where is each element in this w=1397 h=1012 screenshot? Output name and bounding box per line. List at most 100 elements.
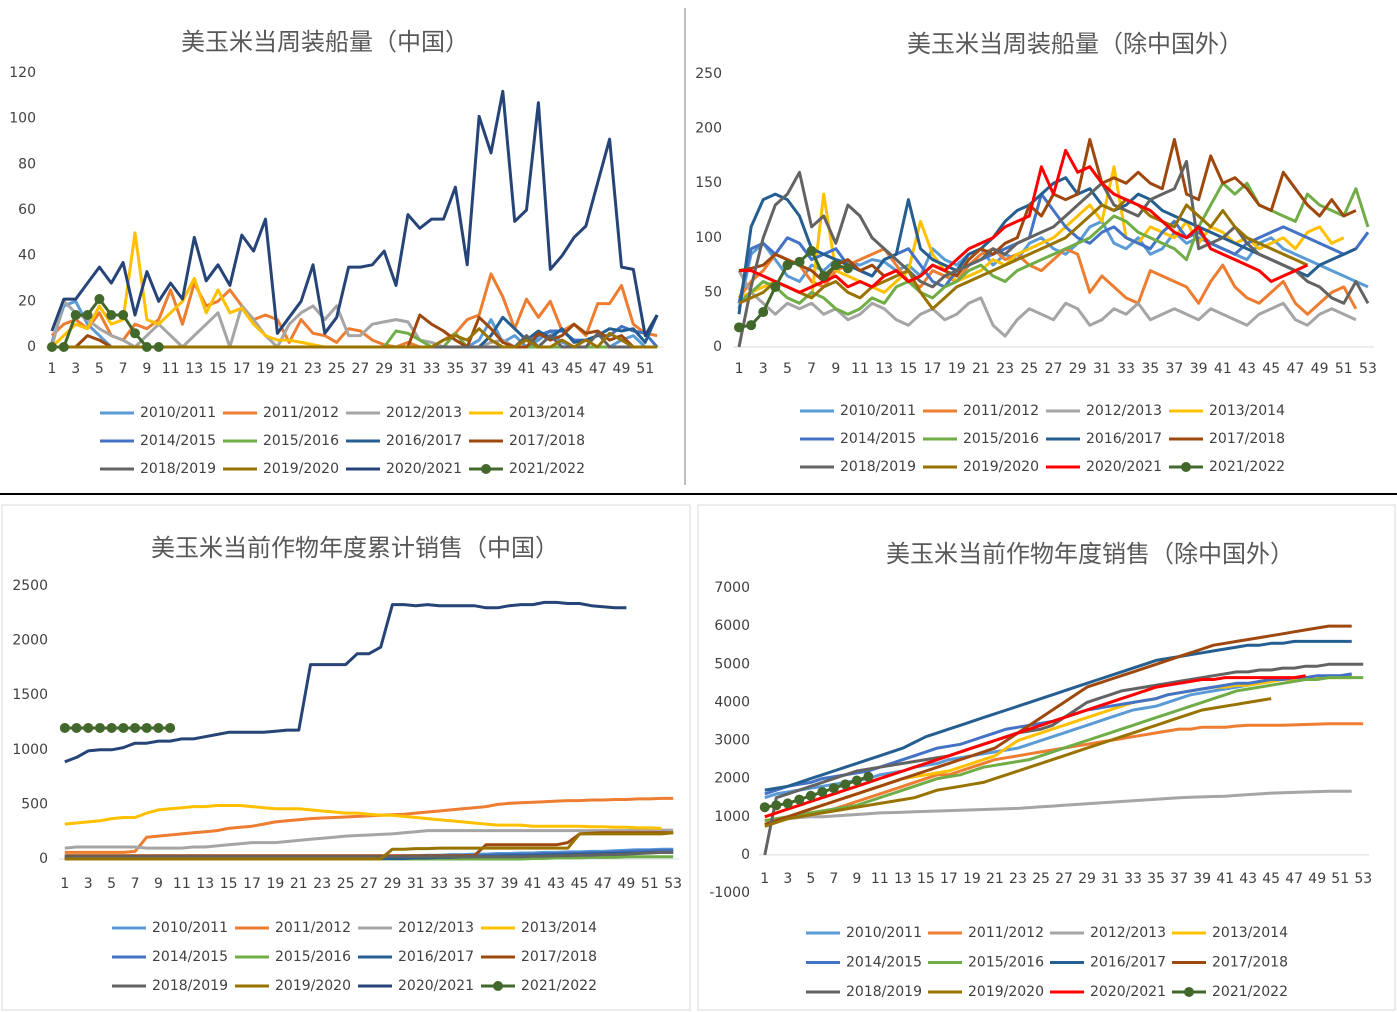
series-line (737, 269, 1357, 338)
legend-label: 2013/2014 (509, 405, 585, 421)
legend-label: 2019/2020 (263, 461, 339, 477)
legend-label: 2021/2022 (1209, 459, 1285, 475)
y-tick-label: 2000 (12, 633, 48, 649)
y-tick-label: 100 (9, 111, 36, 127)
x-tick-label: 21 (986, 871, 1004, 887)
legend-label: 2011/2012 (263, 405, 339, 421)
series-line (739, 148, 1309, 294)
x-tick-label: 53 (1354, 871, 1372, 887)
series-marker (771, 800, 782, 811)
y-tick-label: 20 (18, 293, 36, 309)
y-tick-label: 1500 (12, 687, 48, 703)
legend-label: 2020/2021 (398, 978, 474, 994)
y-tick-label: 100 (695, 230, 722, 246)
x-tick-label: 23 (304, 361, 322, 377)
x-tick-label: 39 (500, 876, 518, 892)
series-line (764, 789, 1352, 823)
series-line (764, 775, 869, 809)
x-tick-label: 41 (1214, 361, 1232, 377)
x-tick-label: 33 (423, 361, 441, 377)
x-tick-label: 47 (1285, 871, 1303, 887)
x-tick-label: 19 (267, 876, 285, 892)
x-tick-label: 35 (446, 361, 464, 377)
x-tick-label: 21 (290, 876, 308, 892)
y-tick-label: 7000 (714, 580, 750, 596)
legend-label: 2011/2012 (968, 925, 1044, 941)
x-tick-label: 31 (399, 361, 417, 377)
series-marker (842, 263, 853, 274)
legend-label: 2010/2011 (152, 920, 228, 936)
x-tick-label: 37 (1166, 361, 1184, 377)
x-tick-label: 9 (852, 871, 861, 887)
y-tick-label: 80 (18, 156, 36, 172)
x-tick-label: 29 (1069, 361, 1087, 377)
x-tick-label: 13 (185, 361, 203, 377)
x-tick-label: 13 (894, 871, 912, 887)
legend-label: 2019/2020 (275, 978, 351, 994)
series-line (64, 600, 627, 764)
x-tick-label: 37 (470, 361, 488, 377)
x-tick-label: 51 (1335, 361, 1353, 377)
legend-label: 2018/2019 (840, 459, 916, 475)
x-tick-label: 45 (571, 876, 589, 892)
x-tick-label: 45 (565, 361, 583, 377)
y-tick-label: 2500 (12, 578, 48, 594)
x-tick-label: 53 (664, 876, 682, 892)
x-tick-label: 27 (1055, 871, 1073, 887)
legend-label: 2021/2022 (1212, 984, 1288, 1000)
x-tick-label: 13 (875, 361, 893, 377)
x-tick-label: 7 (119, 361, 128, 377)
x-tick-label: 17 (243, 876, 261, 892)
x-tick-label: 1 (47, 361, 56, 377)
x-tick-label: 33 (1124, 871, 1142, 887)
x-tick-label: 39 (494, 361, 512, 377)
x-tick-label: 21 (280, 361, 298, 377)
x-tick-label: 25 (1032, 871, 1050, 887)
y-tick-label: 0 (39, 851, 48, 867)
x-tick-label: 29 (383, 876, 401, 892)
x-tick-label: 27 (352, 361, 370, 377)
x-tick-label: 5 (783, 361, 792, 377)
series-line (64, 796, 674, 854)
y-tick-label: 6000 (714, 618, 750, 634)
series-marker (46, 342, 57, 352)
series-line (64, 850, 674, 859)
chart-title: 美玉米当前作物年度累计销售（中国） (151, 534, 559, 562)
y-tick-label: 1000 (714, 809, 750, 825)
legend-label: 2020/2021 (386, 461, 462, 477)
y-tick-label: 150 (695, 175, 722, 191)
legend-label: 2016/2017 (398, 949, 474, 965)
legend-label: 2012/2013 (1086, 403, 1162, 419)
series-marker (782, 260, 793, 271)
series-line (737, 159, 1370, 348)
series-marker (94, 722, 105, 733)
x-tick-label: 43 (1239, 871, 1257, 887)
legend-label: 2016/2017 (1086, 431, 1162, 447)
legend-label: 2020/2021 (1086, 459, 1162, 475)
legend-label: 2014/2015 (152, 949, 228, 965)
x-tick-label: 1 (60, 876, 69, 892)
y-tick-label: 60 (18, 202, 36, 218)
x-tick-label: 51 (641, 876, 659, 892)
series-line (64, 804, 662, 830)
x-tick-label: 35 (1147, 871, 1165, 887)
x-tick-label: 39 (1193, 871, 1211, 887)
y-tick-label: -1000 (709, 885, 750, 901)
series-marker (106, 310, 117, 321)
x-tick-label: 15 (917, 871, 935, 887)
series-marker (82, 310, 93, 321)
series-marker (118, 310, 129, 321)
series-marker (58, 342, 69, 352)
x-tick-label: 5 (95, 361, 104, 377)
x-tick-label: 11 (173, 876, 191, 892)
x-tick-label: 49 (1308, 871, 1326, 887)
legend-label: 2014/2015 (140, 433, 216, 449)
x-tick-label: 9 (154, 876, 163, 892)
x-tick-label: 9 (831, 361, 840, 377)
y-tick-label: 0 (713, 339, 722, 355)
x-tick-label: 41 (518, 361, 536, 377)
legend-label: 2016/2017 (386, 433, 462, 449)
x-tick-label: 31 (407, 876, 425, 892)
